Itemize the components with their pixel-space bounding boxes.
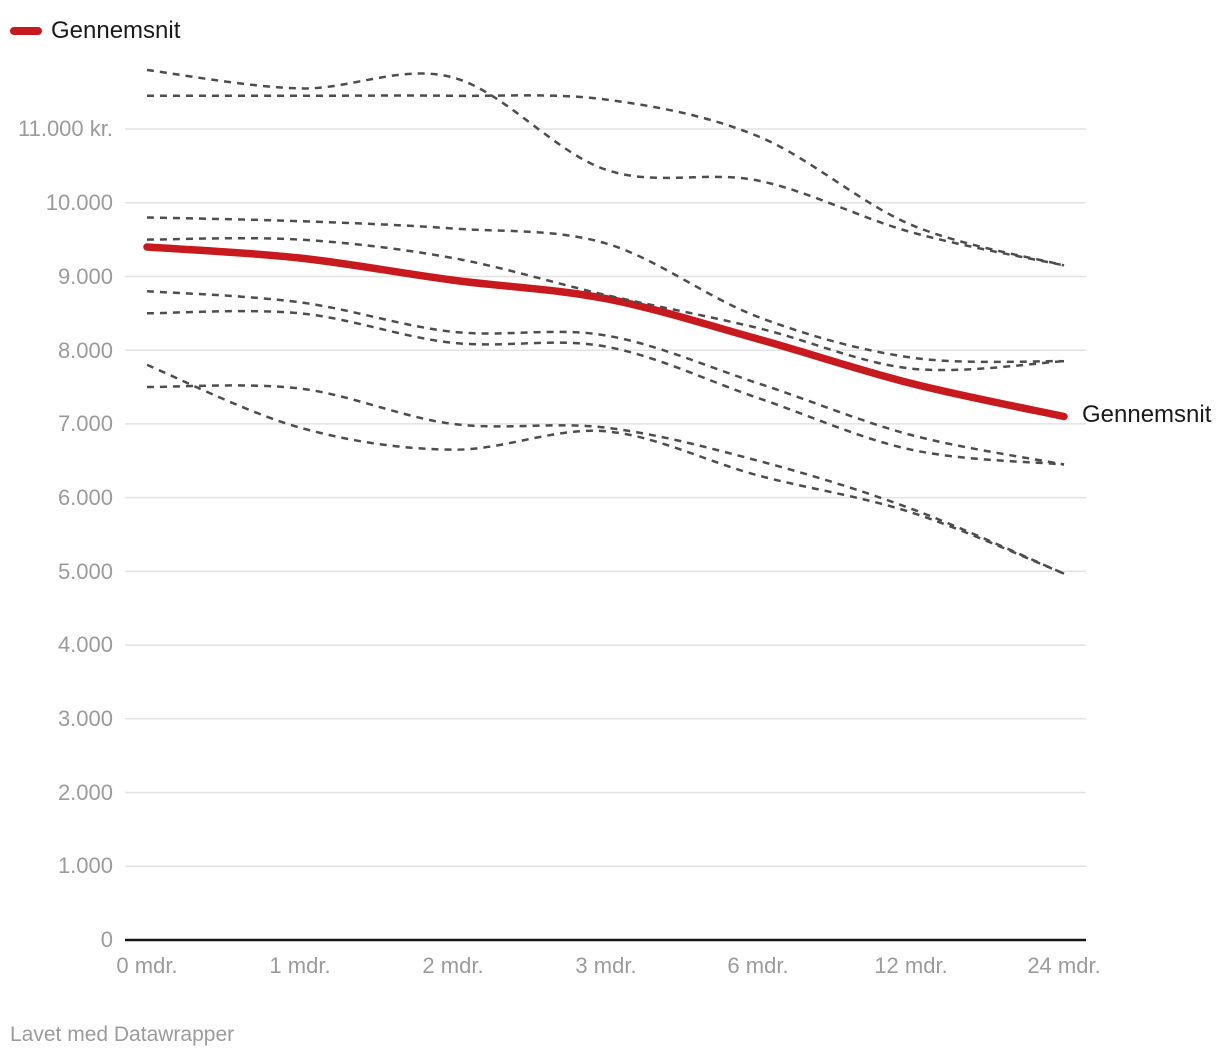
x-axis-label: 1 mdr. [269, 953, 331, 978]
y-axis-label: 6.000 [57, 485, 113, 510]
y-axis-label: 2.000 [57, 780, 113, 805]
y-axis-label: 9.000 [57, 264, 113, 289]
y-axis-label: 8.000 [57, 338, 113, 363]
legend-line-swatch [10, 27, 42, 35]
x-axis-label: 12 mdr. [874, 953, 948, 978]
attribution: Lavet med Datawrapper [10, 1023, 235, 1046]
dashed-2-line [147, 94, 1065, 267]
y-axis-label: 4.000 [57, 632, 113, 657]
dashed-8-line [146, 384, 1065, 575]
x-axis-label: 0 mdr. [116, 953, 178, 978]
y-axis-label: 3.000 [57, 706, 113, 731]
legend: Gennemsnit [10, 16, 180, 46]
y-axis-label: 0 [100, 927, 113, 952]
y-axis-label: 1.000 [57, 853, 113, 878]
dashed-7-line [146, 363, 1065, 575]
y-axis-label: 7.000 [57, 411, 113, 436]
dashed-3-line [146, 216, 1065, 364]
x-axis-label: 2 mdr. [422, 953, 484, 978]
average-line [143, 243, 1068, 421]
dashed-6-line [146, 309, 1065, 466]
legend-label: Gennemsnit [51, 17, 181, 44]
y-axis-label: 5.000 [57, 559, 113, 584]
x-axis-label: 3 mdr. [575, 953, 637, 978]
x-axis-label: 24 mdr. [1027, 953, 1101, 978]
dashed-1-line [146, 68, 1065, 267]
x-axis-label: 6 mdr. [727, 953, 789, 978]
dashed-5-line [146, 289, 1065, 466]
y-axis-label: 11.000 kr. [18, 116, 113, 141]
line-end-label: Gennemsnit [1082, 401, 1212, 428]
y-axis-label: 10.000 [45, 190, 113, 215]
